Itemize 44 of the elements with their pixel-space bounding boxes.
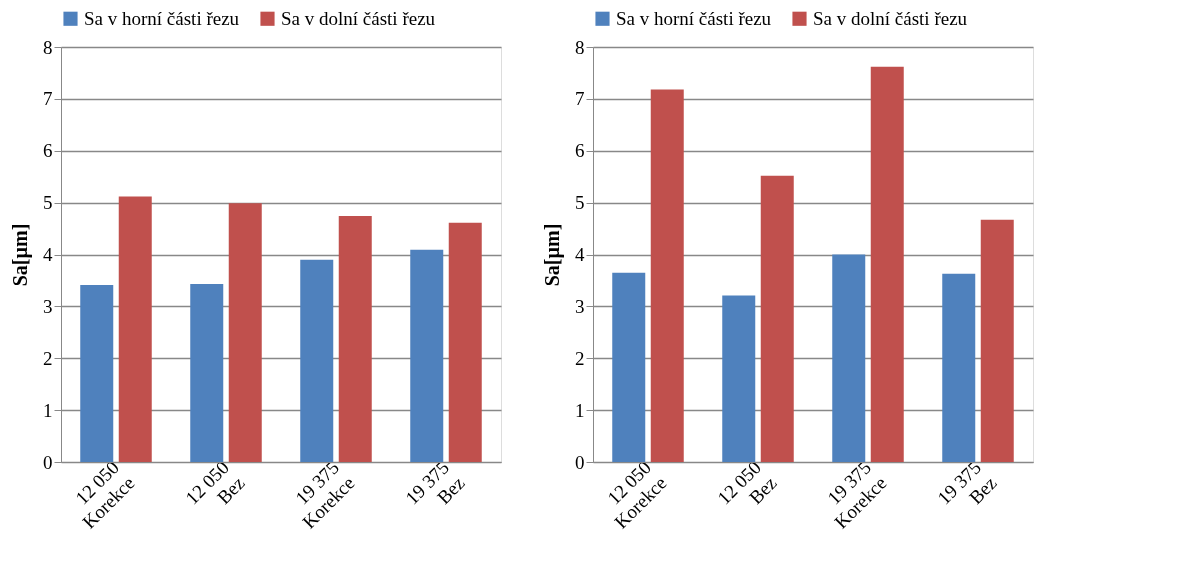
y-tick-label: 0 bbox=[43, 451, 53, 473]
y-tick-label: 2 bbox=[575, 347, 585, 369]
bar bbox=[338, 216, 372, 462]
bar bbox=[980, 219, 1014, 462]
bar bbox=[870, 66, 904, 462]
y-tick-label: 0 bbox=[575, 451, 585, 473]
bar bbox=[300, 259, 334, 462]
bar bbox=[650, 89, 684, 462]
legend-label: Sa v horní části řezu bbox=[616, 7, 772, 29]
bar bbox=[228, 203, 262, 462]
y-tick-label: 4 bbox=[575, 244, 585, 265]
bar bbox=[612, 272, 646, 462]
bar bbox=[448, 222, 482, 462]
y-tick-label: 7 bbox=[575, 88, 585, 110]
legend-label: Sa v horní části řezu bbox=[84, 7, 240, 29]
x-tick-label: 19 375 Bez bbox=[401, 456, 469, 509]
y-tick-label: 6 bbox=[575, 140, 585, 162]
bar bbox=[722, 295, 756, 462]
y-tick-label: 8 bbox=[575, 36, 585, 58]
bar bbox=[832, 254, 866, 462]
legend-label: Sa v dolní části řezu bbox=[281, 7, 436, 29]
y-axis-title: Sa[µm] bbox=[541, 223, 564, 287]
y-tick-label: 3 bbox=[575, 295, 585, 317]
y-tick-label: 2 bbox=[43, 347, 53, 369]
y-axis-title: Sa[µm] bbox=[9, 223, 32, 287]
bar bbox=[118, 196, 152, 462]
y-tick-label: 5 bbox=[43, 192, 53, 214]
bar bbox=[80, 285, 114, 462]
y-tick-label: 3 bbox=[43, 295, 53, 317]
bar bbox=[190, 284, 224, 462]
y-tick-label: 4 bbox=[43, 244, 53, 265]
bar bbox=[760, 175, 794, 462]
legend-label: Sa v dolní části řezu bbox=[813, 7, 968, 29]
bar bbox=[410, 249, 444, 462]
y-tick-label: 1 bbox=[43, 399, 53, 421]
x-tick-label: 19 375 Bez bbox=[933, 456, 1001, 509]
y-tick-label: 6 bbox=[43, 140, 53, 162]
y-tick-label: 8 bbox=[43, 36, 53, 58]
y-tick-label: 1 bbox=[575, 399, 585, 421]
x-tick-label: 12 050 Bez bbox=[181, 456, 249, 509]
x-tick-label: 12 050 Bez bbox=[713, 456, 781, 509]
y-tick-label: 5 bbox=[575, 192, 585, 214]
bar bbox=[942, 273, 976, 462]
y-tick-label: 7 bbox=[43, 88, 53, 110]
